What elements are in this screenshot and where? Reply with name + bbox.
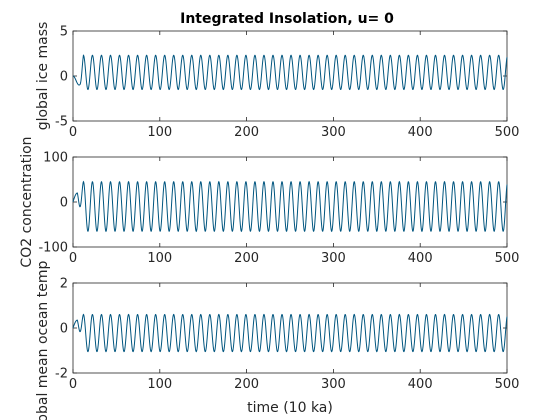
x-tick-label: 200 [234,251,259,266]
x-tick-label: 500 [495,377,520,392]
y-tick-label: 100 [43,151,68,166]
axes-ticks-1: 0 100 200 300 400 500-505 [55,25,519,141]
x-tick-label: 400 [408,377,433,392]
axes-box-2 [72,156,508,248]
x-tick-label: 100 [147,377,172,392]
x-tick-label: 300 [321,251,346,266]
series-line-ice-mass [72,54,508,91]
ylabel-ice-mass: global ice mass [35,22,51,131]
axes-ticks-3: 0 100 200 300 400 500-202 [55,277,519,393]
y-tick-label: 2 [60,277,68,292]
y-tick-label: -2 [55,367,68,382]
x-tick-label: 0 [69,251,77,266]
x-tick-label: 0 [69,125,77,140]
subplot-ice-mass: 0 100 200 300 400 500-505 global ice mass [35,22,519,140]
y-tick-label: -5 [55,115,68,130]
axes-box-3 [72,282,508,374]
chart-title: Integrated Insolation, u= 0 [180,11,394,27]
y-tick-label: 0 [60,70,68,85]
x-tick-label: 500 [495,125,520,140]
ylabel-ocean-temp: global mean ocean temp [35,261,51,420]
x-tick-label: 0 [69,377,77,392]
series-line-co2 [72,180,508,233]
x-tick-label: 200 [234,125,259,140]
series-line-ocean-temp [72,313,508,353]
x-tick-label: 300 [321,125,346,140]
x-tick-label: 100 [147,125,172,140]
x-tick-label: 100 [147,251,172,266]
axes-box-1 [72,30,508,122]
x-tick-label: 300 [321,377,346,392]
x-tick-label: 500 [495,251,520,266]
x-tick-label: 400 [408,125,433,140]
x-tick-label: 200 [234,377,259,392]
y-tick-label: 5 [60,25,68,40]
y-tick-label: 0 [60,322,68,337]
ylabel-co2: CO2 concentration [19,136,35,267]
y-tick-label: 0 [60,196,68,211]
xlabel-time: time (10 ka) [247,400,333,416]
subplot-ocean-temp: 0 100 200 300 400 500-202 global mean ocean t… [35,261,519,420]
x-tick-label: 400 [408,251,433,266]
y-tick-label: -100 [38,241,68,256]
